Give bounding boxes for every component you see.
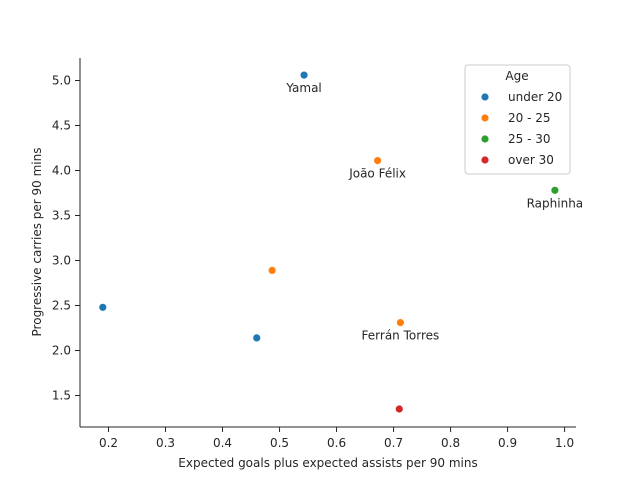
data-points xyxy=(98,70,560,414)
legend-marker xyxy=(480,155,490,165)
x-tick-label: 0.5 xyxy=(270,436,289,450)
y-tick-label: 2.5 xyxy=(52,299,71,313)
y-tick-label: 3.5 xyxy=(52,209,71,223)
y-tick-label: 5.0 xyxy=(52,74,71,88)
data-point xyxy=(396,318,405,328)
legend-entry-label: under 20 xyxy=(508,90,562,104)
y-tick-label: 4.0 xyxy=(52,164,71,178)
legend-entry-label: over 30 xyxy=(508,153,554,167)
data-point xyxy=(98,302,108,312)
x-tick-label: 0.4 xyxy=(213,436,232,450)
data-point xyxy=(267,265,277,275)
axes xyxy=(79,58,576,428)
legend-frame xyxy=(464,64,571,175)
data-point xyxy=(373,156,383,166)
y-tick-label: 4.5 xyxy=(52,119,71,133)
legend-marker xyxy=(480,92,490,102)
point-label: João Félix xyxy=(348,167,406,181)
data-point xyxy=(299,70,309,80)
y-tick-label: 1.5 xyxy=(52,389,71,403)
legend: Age under 20 20 - 25 25 - 30 over 30 xyxy=(464,64,571,175)
y-axis-label: Progressive carries per 90 mins xyxy=(30,148,44,337)
x-ticks: 0.2 0.3 0.4 0.5 0.6 0.7 0.8 0.9 1.0 xyxy=(99,427,574,450)
y-tick-label: 3.0 xyxy=(52,254,71,268)
x-tick-label: 0.2 xyxy=(99,436,118,450)
data-point xyxy=(550,185,560,195)
data-point xyxy=(252,333,262,343)
x-tick-label: 0.7 xyxy=(384,436,403,450)
x-tick-label: 0.3 xyxy=(156,436,175,450)
legend-marker xyxy=(480,134,490,144)
point-label: Ferrán Torres xyxy=(362,329,440,343)
y-ticks: 1.5 2.0 2.5 3.0 3.5 4.0 4.5 5.0 xyxy=(52,74,80,403)
data-point xyxy=(394,404,404,414)
x-tick-label: 0.9 xyxy=(498,436,517,450)
point-label: Raphinha xyxy=(527,196,584,210)
legend-title: Age xyxy=(505,69,528,83)
y-tick-label: 2.0 xyxy=(52,344,71,358)
x-tick-label: 0.8 xyxy=(441,436,460,450)
x-tick-label: 1.0 xyxy=(555,436,574,450)
x-tick-label: 0.6 xyxy=(327,436,346,450)
point-label: Yamal xyxy=(285,81,321,95)
point-labels: Yamal João Félix Ferrán Torres Raphinha xyxy=(285,81,583,343)
x-axis-label: Expected goals plus expected assists per… xyxy=(178,456,477,470)
legend-marker xyxy=(480,113,490,123)
legend-entry-label: 25 - 30 xyxy=(508,132,551,146)
legend-entry-label: 20 - 25 xyxy=(508,111,551,125)
legend-entries: under 20 20 - 25 25 - 30 over 30 xyxy=(480,90,562,167)
